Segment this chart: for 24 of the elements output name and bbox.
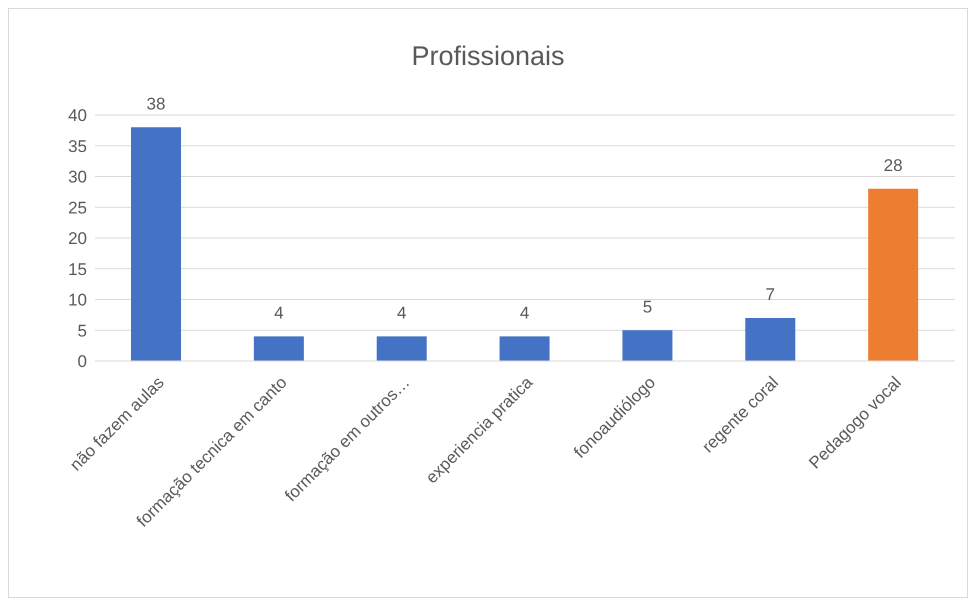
bar xyxy=(745,318,796,361)
data-label: 7 xyxy=(766,284,776,304)
y-tick-label: 35 xyxy=(68,136,87,156)
chart-title: Profissionais xyxy=(410,41,566,72)
y-tick-label: 20 xyxy=(68,229,87,248)
data-label: 4 xyxy=(520,303,530,322)
bar xyxy=(376,336,427,361)
y-tick-label: 25 xyxy=(68,198,87,218)
y-tick-label: 0 xyxy=(78,352,87,372)
bar xyxy=(254,336,304,361)
y-tick-label: 5 xyxy=(78,321,87,340)
bar xyxy=(500,336,550,361)
y-tick-label: 30 xyxy=(68,168,87,187)
bar xyxy=(622,330,672,361)
data-label: 28 xyxy=(884,156,903,175)
bar xyxy=(868,188,918,361)
y-tick-label: 40 xyxy=(68,106,87,126)
y-tick-label: 10 xyxy=(68,290,87,310)
data-label: 38 xyxy=(146,94,166,114)
data-label: 4 xyxy=(274,303,284,322)
data-label: 4 xyxy=(396,303,406,322)
bar xyxy=(131,127,181,361)
y-tick-label: 15 xyxy=(68,260,87,279)
data-label: 5 xyxy=(642,297,652,316)
